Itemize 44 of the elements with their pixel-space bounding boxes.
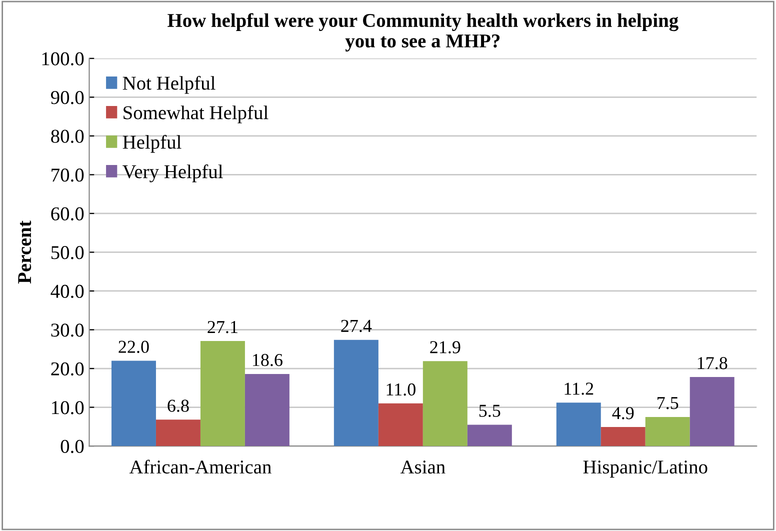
y-tick-label: 30.0 — [51, 324, 84, 337]
data-label: 4.9 — [612, 407, 634, 420]
data-label: 21.9 — [430, 341, 460, 354]
data-label: 18.6 — [252, 354, 282, 366]
legend-label: Somewhat Helpful — [124, 105, 268, 124]
y-tick-label: 20.0 — [51, 362, 84, 376]
bar — [334, 340, 378, 446]
bar — [111, 360, 156, 446]
data-label: 27.4 — [341, 320, 372, 332]
y-tick-label: 40.0 — [50, 284, 84, 298]
data-label: 11.0 — [386, 383, 416, 396]
y-tick-label: 90.0 — [50, 90, 84, 104]
x-tick-label: Hispanic/Latino — [583, 460, 708, 478]
data-label: 27.1 — [208, 321, 238, 334]
x-tick-label: Asian — [400, 460, 446, 474]
bar — [422, 361, 468, 446]
y-tick-label: 60.0 — [51, 207, 84, 220]
y-axis-title: Percent — [18, 220, 32, 284]
data-label: 5.5 — [479, 404, 500, 417]
bar — [600, 427, 646, 446]
legend-label: Helpful — [122, 134, 182, 153]
bar — [467, 424, 512, 446]
bar — [645, 416, 690, 446]
bar — [156, 420, 200, 446]
y-tick-label: 100.0 — [42, 52, 84, 66]
bar — [244, 374, 290, 446]
data-label: 11.2 — [564, 382, 594, 395]
legend-label: Not Helpful — [122, 76, 216, 94]
y-tick-label: 80.0 — [51, 130, 84, 143]
chart-title: How helpful were your Community health workers in helping you to see a MHP? — [168, 13, 678, 52]
x-tick-label: African-American — [129, 460, 272, 474]
bar — [378, 403, 423, 446]
legend-label: Very Helpful — [122, 164, 223, 182]
bar — [200, 340, 245, 446]
data-label: 7.5 — [658, 397, 678, 410]
bar — [556, 402, 601, 446]
bar — [690, 377, 734, 446]
y-tick-label: 50.0 — [51, 246, 84, 260]
y-tick-label: 10.0 — [52, 401, 84, 414]
y-tick-label: 0.0 — [60, 440, 84, 454]
data-label: 22.0 — [118, 340, 149, 354]
data-label: 17.8 — [698, 357, 728, 370]
data-label: 6.8 — [168, 400, 189, 412]
y-tick-label: 70.0 — [52, 168, 84, 182]
